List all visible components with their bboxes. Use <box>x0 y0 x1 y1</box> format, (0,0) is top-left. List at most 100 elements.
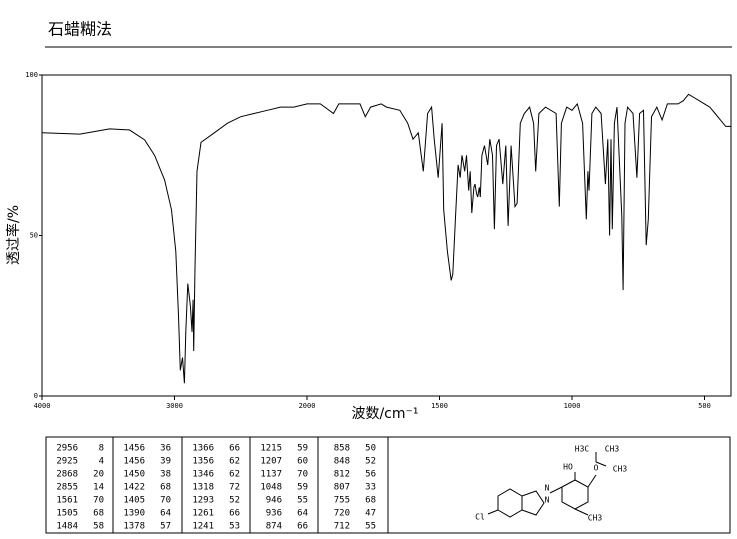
peak-wavenumber: 1366 <box>192 444 214 454</box>
peak-transmittance: 39 <box>160 457 171 467</box>
peak-wavenumber: 1215 <box>260 444 282 454</box>
plot-frame <box>41 74 732 397</box>
peak-wavenumber: 1318 <box>192 483 214 493</box>
peak-wavenumber: 1422 <box>123 483 145 493</box>
peak-transmittance: 64 <box>297 509 308 519</box>
atom-label: CH3 <box>613 465 628 474</box>
peak-wavenumber: 1450 <box>123 470 145 480</box>
peak-wavenumber: 1207 <box>260 457 282 467</box>
benzo-ring <box>497 488 523 518</box>
peak-transmittance: 47 <box>365 509 376 519</box>
phenyl-ring <box>561 479 589 510</box>
peak-transmittance: 66 <box>229 509 240 519</box>
y-tick-label: 50 <box>30 232 38 240</box>
peak-wavenumber: 1137 <box>260 470 282 480</box>
peak-wavenumber: 848 <box>334 457 350 467</box>
peak-transmittance: 55 <box>365 522 376 532</box>
peak-wavenumber: 1405 <box>123 496 145 506</box>
peak-wavenumber: 1293 <box>192 496 214 506</box>
peak-transmittance: 68 <box>365 496 376 506</box>
peak-wavenumber: 1356 <box>192 457 214 467</box>
peak-transmittance: 62 <box>229 457 240 467</box>
peak-transmittance: 59 <box>297 444 308 454</box>
peak-wavenumber: 936 <box>266 509 282 519</box>
chart-title: 石蜡糊法 <box>48 20 112 39</box>
atom-label: N <box>545 496 550 505</box>
triazole-ring <box>521 490 545 516</box>
peak-wavenumber: 946 <box>266 496 282 506</box>
bond <box>595 461 607 467</box>
peak-transmittance: 36 <box>160 444 171 454</box>
peak-wavenumber: 755 <box>334 496 350 506</box>
x-tick-label: 2000 <box>299 402 316 410</box>
peak-wavenumber: 2855 <box>56 483 78 493</box>
atom-label: H3C <box>575 445 590 454</box>
structure <box>487 452 607 518</box>
y-tick-label: 100 <box>25 71 38 79</box>
atom-label: Cl <box>475 513 485 522</box>
atom-label: CH3 <box>605 445 620 454</box>
atom-label: N <box>545 484 550 493</box>
bond <box>549 486 563 494</box>
peak-wavenumber: 1048 <box>260 483 282 493</box>
peak-wavenumber: 2868 <box>56 470 78 480</box>
peak-transmittance: 70 <box>160 496 171 506</box>
peak-wavenumber: 1505 <box>56 509 78 519</box>
atom-label: CH3 <box>588 514 603 523</box>
spectrum-line <box>41 93 731 384</box>
peak-transmittance: 14 <box>93 483 104 493</box>
peak-wavenumber: 1561 <box>56 496 78 506</box>
peak-wavenumber: 720 <box>334 509 350 519</box>
peak-wavenumber: 1378 <box>123 522 145 532</box>
peak-wavenumber: 712 <box>334 522 350 532</box>
peak-transmittance: 60 <box>297 457 308 467</box>
peak-transmittance: 66 <box>297 522 308 532</box>
peak-transmittance: 62 <box>229 470 240 480</box>
peak-wavenumber: 1241 <box>192 522 214 532</box>
y-axis-label: 透过率/% <box>5 205 22 265</box>
peak-transmittance: 70 <box>297 470 308 480</box>
atom-label: HO <box>563 463 573 472</box>
peak-wavenumber: 874 <box>266 522 282 532</box>
x-tick-label: 4000 <box>34 402 51 410</box>
peak-transmittance: 70 <box>93 496 104 506</box>
peak-wavenumber: 1261 <box>192 509 214 519</box>
peak-wavenumber: 807 <box>334 483 350 493</box>
peak-transmittance: 8 <box>99 444 104 454</box>
peak-transmittance: 57 <box>160 522 171 532</box>
peak-transmittance: 55 <box>297 496 308 506</box>
x-tick-label: 500 <box>698 402 711 410</box>
peak-transmittance: 68 <box>160 483 171 493</box>
x-tick-label: 3000 <box>166 402 183 410</box>
peak-transmittance: 56 <box>365 470 376 480</box>
x-tick-label: 1500 <box>431 402 448 410</box>
peak-transmittance: 59 <box>297 483 308 493</box>
peak-wavenumber: 1484 <box>56 522 78 532</box>
peak-wavenumber: 1346 <box>192 470 214 480</box>
y-tick-label: 0 <box>34 392 38 400</box>
peak-transmittance: 72 <box>229 483 240 493</box>
peak-transmittance: 4 <box>99 457 104 467</box>
peak-wavenumber: 2925 <box>56 457 78 467</box>
peak-wavenumber: 858 <box>334 444 350 454</box>
peak-transmittance: 68 <box>93 509 104 519</box>
peak-transmittance: 20 <box>93 470 104 480</box>
peak-wavenumber: 1390 <box>123 509 145 519</box>
peak-transmittance: 50 <box>365 444 376 454</box>
peak-wavenumber: 2956 <box>56 444 78 454</box>
peak-wavenumber: 1456 <box>123 457 145 467</box>
peak-transmittance: 52 <box>229 496 240 506</box>
x-axis-label: 波数/cm⁻¹ <box>351 406 418 422</box>
peak-transmittance: 38 <box>160 470 171 480</box>
peak-transmittance: 52 <box>365 457 376 467</box>
peak-wavenumber: 812 <box>334 470 350 480</box>
bond <box>587 474 597 488</box>
peak-transmittance: 53 <box>229 522 240 532</box>
peak-transmittance: 33 <box>365 483 376 493</box>
peak-wavenumber: 1456 <box>123 444 145 454</box>
x-tick-label: 1000 <box>564 402 581 410</box>
bond <box>574 508 589 516</box>
atom-label: O <box>594 464 599 473</box>
bond <box>487 509 499 515</box>
